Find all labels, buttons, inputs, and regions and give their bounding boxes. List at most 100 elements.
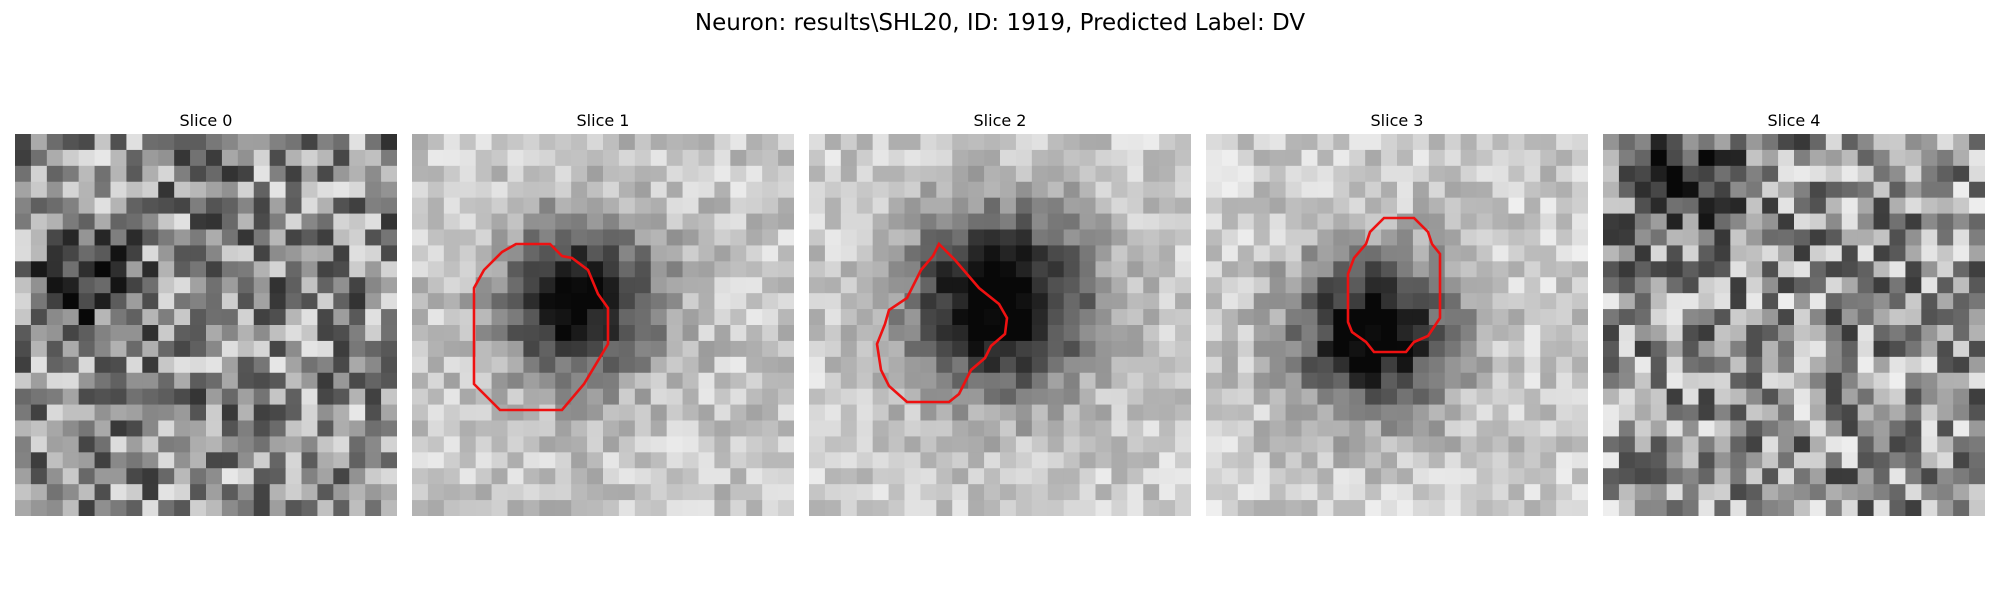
pixel-cell [1460, 134, 1477, 151]
pixel-cell [1825, 404, 1843, 421]
pixel-cell [1572, 134, 1588, 151]
pixel-cell [1015, 452, 1033, 469]
pixel-cell [1730, 181, 1747, 199]
pixel-cell [1714, 309, 1731, 326]
pixel-cell [1953, 325, 1970, 342]
pixel-cell [984, 388, 1001, 405]
pixel-cell [443, 181, 461, 199]
pixel-cell [968, 388, 985, 405]
pixel-cell [1000, 500, 1017, 516]
pixel-cell [1524, 500, 1541, 516]
pixel-cell [1428, 340, 1446, 358]
pixel-cell [1666, 420, 1683, 437]
pixel-cell [1618, 293, 1636, 310]
pixel-cell [190, 277, 207, 294]
pixel-cell [1269, 468, 1286, 485]
pixel-cell [94, 229, 111, 246]
pixel-cell [142, 452, 159, 469]
pixel-cell [571, 325, 588, 342]
pixel-cell [126, 356, 143, 374]
pixel-cell [1143, 213, 1160, 230]
pixel-cell [571, 309, 588, 326]
pixel-cell [1794, 229, 1811, 246]
pixel-cell [1746, 213, 1763, 230]
pixel-cell [840, 452, 858, 469]
pixel-cell [1412, 149, 1430, 167]
pixel-cell [523, 309, 540, 326]
pixel-cell [539, 149, 556, 167]
pixel-cell [1825, 325, 1843, 342]
pixel-cell [459, 372, 477, 390]
pixel-cell [1572, 293, 1588, 310]
pixel-cell [888, 420, 905, 437]
pixel-cell [730, 404, 747, 421]
pixel-cell [1809, 197, 1827, 214]
pixel-cell [15, 484, 32, 501]
pixel-cell [1317, 388, 1334, 405]
segmentation-contour [875, 241, 1009, 404]
pixel-cell [1809, 356, 1827, 374]
pixel-cell [634, 181, 652, 199]
pixel-cell [110, 309, 127, 326]
pixel-cell [1317, 229, 1334, 246]
pixel-cell [1143, 277, 1160, 294]
pixel-cell [952, 404, 969, 421]
pixel-cell [1841, 372, 1859, 390]
pixel-cell [1221, 213, 1239, 230]
pixel-cell [427, 420, 445, 437]
pixel-cell [317, 404, 334, 421]
pixel-cell [1253, 293, 1271, 310]
pixel-cell [349, 356, 366, 374]
pixel-cell [1698, 165, 1715, 183]
pixel-cell [618, 165, 636, 183]
pixel-cell [1095, 229, 1112, 246]
pixel-cell [1953, 229, 1970, 246]
pixel-cell [1666, 500, 1683, 516]
pixel-cell [1253, 372, 1271, 390]
pixel-cell [365, 340, 382, 358]
pixel-cell [253, 388, 271, 405]
pixel-cell [1746, 229, 1763, 246]
pixel-cell [1221, 436, 1239, 453]
pixel-cell [1666, 149, 1683, 167]
pixel-cell [1047, 181, 1065, 199]
pixel-cell [682, 165, 699, 183]
pixel-cell [666, 261, 683, 278]
pixel-cell [46, 309, 64, 326]
pixel-cell [1000, 165, 1017, 183]
pixel-cell [158, 420, 175, 437]
pixel-cell [1175, 372, 1191, 390]
pixel-cell [78, 213, 95, 230]
pixel-cell [778, 468, 794, 485]
pixel-cell [984, 197, 1001, 214]
pixel-cell [1508, 245, 1525, 262]
pixel-cell [1381, 181, 1398, 199]
pixel-cell [1682, 420, 1699, 437]
pixel-cell [1206, 213, 1223, 230]
pixel-cell [94, 277, 111, 294]
pixel-cell [698, 340, 715, 358]
pixel-cell [714, 420, 731, 437]
pixel-cell [539, 372, 556, 390]
pixel-cell [1079, 420, 1096, 437]
pixel-cell [62, 229, 80, 246]
pixel-cell [1444, 468, 1462, 485]
pixel-cell [1047, 134, 1065, 151]
pixel-cell [1237, 197, 1255, 214]
pixel-cell [1650, 372, 1668, 390]
pixel-cell [221, 293, 239, 310]
pixel-cell [1301, 420, 1318, 437]
pixel-cell [872, 245, 889, 262]
pixel-cell [1381, 277, 1398, 294]
pixel-cell [952, 261, 969, 278]
pixel-cell [539, 452, 556, 469]
pixel-cell [110, 213, 127, 230]
pixel-cell [1428, 468, 1446, 485]
pixel-cell [459, 356, 477, 374]
pixel-cell [507, 340, 524, 358]
pixel-cell [1825, 245, 1843, 262]
pixel-cell [110, 325, 127, 342]
pixel-cell [1412, 388, 1430, 405]
pixel-cell [206, 245, 223, 262]
pixel-cell [126, 484, 143, 501]
